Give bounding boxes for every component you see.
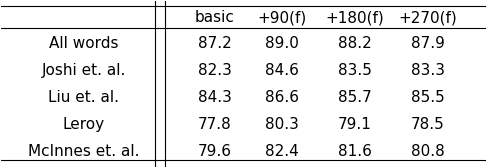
Text: 84.3: 84.3 (198, 90, 231, 105)
Text: +90(f): +90(f) (258, 10, 307, 25)
Text: Leroy: Leroy (63, 117, 105, 132)
Text: Joshi et. al.: Joshi et. al. (41, 63, 126, 78)
Text: 87.9: 87.9 (411, 35, 445, 51)
Text: 87.2: 87.2 (198, 35, 231, 51)
Text: basic: basic (194, 10, 234, 25)
Text: 80.8: 80.8 (411, 144, 444, 159)
Text: 77.8: 77.8 (198, 117, 231, 132)
Text: 82.4: 82.4 (265, 144, 299, 159)
Text: 83.3: 83.3 (411, 63, 445, 78)
Text: All words: All words (49, 35, 118, 51)
Text: 84.6: 84.6 (265, 63, 299, 78)
Text: 79.6: 79.6 (197, 144, 231, 159)
Text: 78.5: 78.5 (411, 117, 444, 132)
Text: 83.5: 83.5 (338, 63, 372, 78)
Text: 85.7: 85.7 (338, 90, 372, 105)
Text: 89.0: 89.0 (265, 35, 299, 51)
Text: Liu et. al.: Liu et. al. (48, 90, 119, 105)
Text: McInnes et. al.: McInnes et. al. (28, 144, 139, 159)
Text: 80.3: 80.3 (265, 117, 299, 132)
Text: 86.6: 86.6 (265, 90, 299, 105)
Text: +180(f): +180(f) (325, 10, 384, 25)
Text: 79.1: 79.1 (338, 117, 372, 132)
Text: 82.3: 82.3 (198, 63, 231, 78)
Text: +270(f): +270(f) (398, 10, 457, 25)
Text: 85.5: 85.5 (411, 90, 444, 105)
Text: 88.2: 88.2 (338, 35, 372, 51)
Text: 81.6: 81.6 (338, 144, 372, 159)
